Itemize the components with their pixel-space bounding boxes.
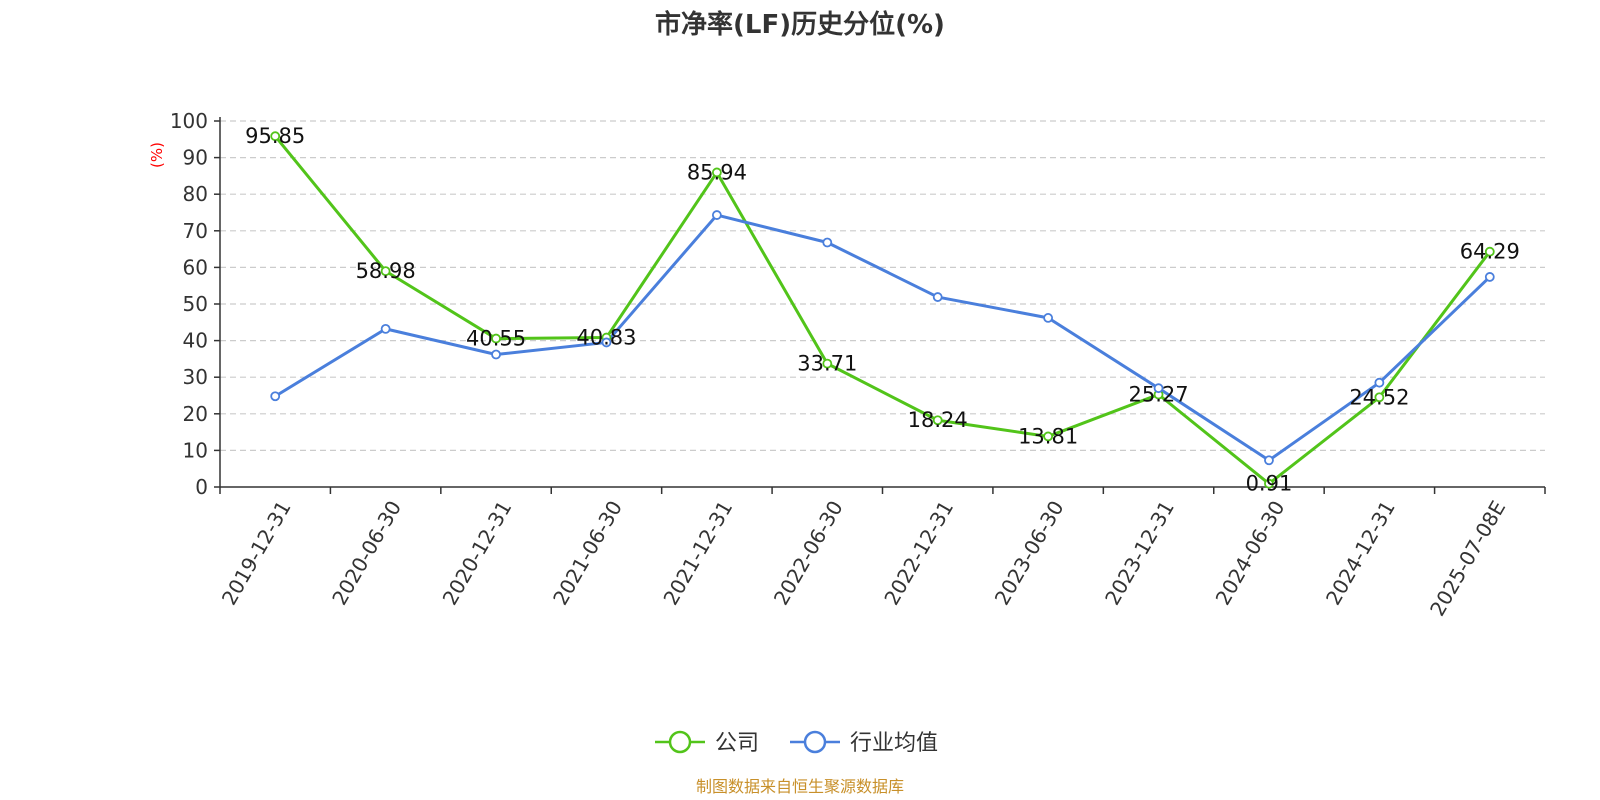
legend-label: 行业均值 [850, 731, 938, 756]
y-tick-label: 30 [183, 365, 208, 389]
legend-label: 公司 [715, 731, 759, 756]
data-labels: 95.85 58.98 40.55 40.83 85.94 33.71 18.24 13.81… [245, 124, 1520, 495]
y-tick-label: 70 [183, 219, 208, 243]
data-point [380, 266, 391, 277]
axes: 0 10 20 30 40 50 60 70 80 90 100 2019-12-31 2020-06-… [170, 109, 1546, 621]
y-tick-label: 40 [183, 329, 208, 353]
data-point [1374, 377, 1385, 388]
data-point [491, 349, 501, 360]
series-lines [270, 131, 1495, 489]
legend: 公司 行业均值 [655, 730, 938, 756]
data-point [1264, 478, 1274, 489]
series-line [274, 135, 1491, 486]
source-note: 制图数据来自恒生聚源数据库 [696, 777, 904, 796]
data-label: 85.94 [687, 160, 747, 184]
legend-marker-icon [668, 730, 692, 754]
x-tick-label: 2020-12-31 [438, 496, 517, 609]
data-label: 40.55 [466, 327, 526, 351]
data-point [1264, 455, 1274, 466]
x-tick-label: 2024-12-31 [1321, 497, 1400, 610]
data-point [1153, 383, 1164, 394]
legend-item: 行业均值 [790, 730, 938, 756]
data-label: 25.27 [1128, 383, 1188, 407]
y-tick-label: 80 [183, 182, 208, 206]
x-tick-label: 2019-12-31 [217, 497, 296, 610]
data-point [1374, 392, 1385, 403]
data-point [932, 292, 943, 302]
data-label: 0.91 [1246, 472, 1293, 496]
data-label: 18.24 [908, 408, 968, 432]
data-point [601, 337, 612, 348]
x-tick-label: 2023-12-31 [1100, 497, 1179, 610]
y-tick-label: 100 [170, 109, 208, 133]
chart-title: 市净率(LF)历史分位(%) [655, 9, 945, 40]
x-tick-label: 2022-12-31 [879, 496, 958, 609]
data-label: 64.29 [1460, 240, 1520, 264]
x-tick-label: 2022-06-30 [769, 497, 848, 610]
y-tick-label: 90 [183, 146, 208, 170]
y-tick-label: 60 [183, 255, 208, 279]
data-point [270, 391, 281, 402]
y-tick-label: 50 [183, 292, 208, 316]
data-point [1484, 246, 1495, 257]
data-point [1043, 313, 1054, 323]
data-point [491, 333, 501, 344]
x-tick-label: 2021-12-31 [658, 497, 737, 610]
data-point [822, 237, 833, 248]
data-point [1484, 272, 1495, 282]
data-point [822, 358, 833, 369]
x-tick-label: 2024-06-30 [1211, 497, 1290, 610]
legend-marker-icon [803, 730, 827, 754]
data-point [380, 323, 391, 334]
data-label: 24.52 [1349, 385, 1409, 409]
data-label: 40.83 [576, 326, 636, 350]
data-label: 58.98 [356, 259, 416, 283]
y-axis-label: (%) [148, 142, 166, 168]
x-tick-label: 2020-06-30 [327, 497, 406, 610]
data-point [711, 167, 722, 178]
data-label: 33.71 [797, 352, 857, 376]
data-point [932, 415, 943, 426]
data-label: 95.85 [245, 124, 305, 148]
data-label: 13.81 [1018, 424, 1078, 448]
x-tick-label: 2025-07-08E [1425, 497, 1510, 621]
data-point [1043, 431, 1054, 442]
legend-item: 公司 [655, 730, 759, 756]
data-point [270, 131, 281, 142]
y-tick-label: 0 [195, 475, 208, 499]
data-point [711, 210, 722, 220]
y-tick-label: 20 [183, 402, 208, 426]
grid-lines [220, 120, 1545, 451]
x-tick-label: 2023-06-30 [990, 497, 1069, 610]
y-tick-label: 10 [183, 438, 208, 462]
x-tick-label: 2021-06-30 [548, 497, 627, 610]
series-line [274, 213, 1491, 462]
